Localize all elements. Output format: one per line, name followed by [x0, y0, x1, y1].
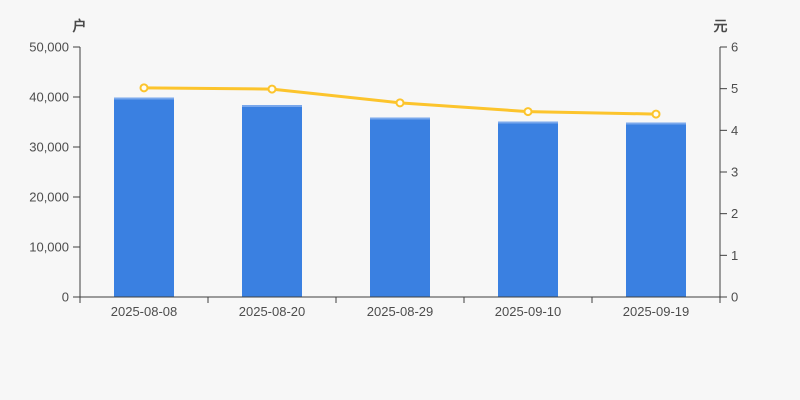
bar-top-edge: [242, 105, 302, 107]
right-axis-tick-label: 4: [731, 123, 738, 138]
bar-top-edge: [370, 117, 430, 120]
line-point[interactable]: [523, 107, 533, 117]
left-axis-tick-label: 0: [62, 290, 69, 305]
bar-top-edge: [114, 97, 174, 100]
left-axis-tick-label: 50,000: [29, 40, 69, 55]
right-axis-tick-label: 2: [731, 206, 738, 221]
line-point[interactable]: [139, 83, 149, 93]
right-axis-tick-label: 3: [731, 165, 738, 180]
left-axis-tick-label: 40,000: [29, 90, 69, 105]
left-axis-tick-label: 30,000: [29, 140, 69, 155]
bar[interactable]: [114, 97, 174, 298]
right-axis-tick-label: 1: [731, 248, 738, 263]
line-point[interactable]: [651, 109, 661, 119]
line-point[interactable]: [395, 98, 405, 108]
x-axis-category-label: 2025-09-19: [623, 304, 690, 319]
bar[interactable]: [370, 117, 430, 298]
bar[interactable]: [498, 121, 558, 298]
bar[interactable]: [242, 105, 302, 297]
bar-top-edge: [498, 121, 558, 124]
x-axis-category-label: 2025-08-20: [239, 304, 306, 319]
left-axis-tick-label: 10,000: [29, 240, 69, 255]
bar[interactable]: [626, 122, 686, 298]
right-axis-tick-label: 0: [731, 290, 738, 305]
line-point[interactable]: [267, 84, 277, 94]
left-axis-unit-label: 户: [72, 18, 88, 34]
x-axis-category-label: 2025-09-10: [495, 304, 562, 319]
bar-top-edge: [626, 122, 686, 125]
right-axis-unit-label: 元: [713, 18, 729, 34]
right-axis-tick-label: 5: [731, 81, 738, 96]
right-axis-tick-label: 6: [731, 40, 738, 55]
x-axis-category-label: 2025-08-29: [367, 304, 434, 319]
left-axis-tick-label: 20,000: [29, 190, 69, 205]
x-axis-category-label: 2025-08-08: [111, 304, 178, 319]
